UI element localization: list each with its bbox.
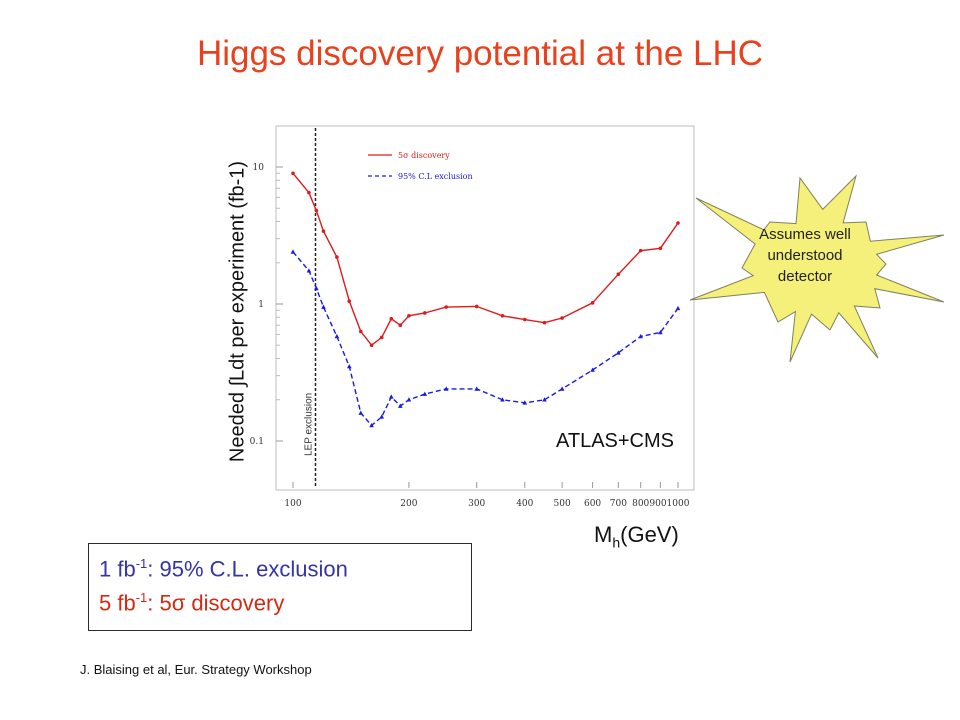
summary-box: 1 fb-1: 95% C.L. exclusion 5 fb-1: 5σ di…	[88, 543, 472, 631]
series-0-point-12	[423, 311, 427, 315]
series-0-point-22	[658, 246, 663, 251]
x-tick-label-3: 400	[516, 499, 533, 509]
x-tick-label-2: 300	[468, 499, 485, 509]
series-0-point-2	[314, 208, 319, 213]
series-1-point-20	[616, 350, 621, 355]
line1-sup: -1	[135, 556, 148, 571]
series-0-point-14	[474, 304, 479, 309]
series-0-point-16	[522, 317, 527, 322]
lep-exclusion-region: LEP exclusion	[303, 128, 317, 488]
line1-pre: 1 fb	[99, 556, 136, 582]
series-0-point-5	[347, 299, 352, 303]
starburst-callout	[689, 174, 945, 363]
series-0-point-1	[307, 190, 311, 195]
x-label-sub: h	[612, 534, 621, 551]
series-1-point-8	[379, 414, 385, 419]
line2-pre: 5 fb	[99, 590, 136, 616]
starburst-line-2: understood	[767, 247, 843, 264]
series-0-point-7	[369, 343, 374, 348]
series-1-point-16	[522, 400, 528, 405]
series-line-0	[292, 172, 679, 347]
series-1-point-18	[559, 386, 565, 391]
series-0-point-18	[560, 316, 564, 320]
series-1-point-4	[334, 333, 340, 339]
chart-legend: 5σ discovery 95% C.L exclusion	[368, 151, 473, 181]
starburst-line-1: Assumes well	[759, 226, 851, 243]
legend-label-1: 95% C.L exclusion	[398, 172, 473, 181]
series-1-point-12	[422, 391, 428, 396]
series-0-point-6	[358, 329, 363, 334]
series-0-point-10	[398, 323, 403, 328]
series-0-point-15	[500, 314, 505, 318]
series-0-point-11	[407, 314, 411, 318]
series-0-point-13	[444, 305, 449, 309]
series-1-point-3	[321, 304, 326, 309]
x-label-main: M	[594, 522, 613, 547]
series-1-point-2	[314, 285, 319, 291]
series-0-point-3	[321, 229, 326, 233]
plot-frame	[275, 125, 695, 491]
x-tick-label-8: 9001000	[649, 499, 689, 509]
series-1-point-21	[638, 333, 643, 339]
starburst-line-3: detector	[777, 268, 833, 285]
x-tick-label-7: 800	[632, 499, 649, 509]
legend-label-0: 5σ discovery	[398, 151, 450, 160]
series-1-point-1	[306, 268, 312, 273]
series-1-point-11	[406, 397, 412, 402]
series-1-point-10	[398, 403, 403, 408]
line2-post: : 5σ discovery	[147, 590, 285, 616]
y-tick-label-1: 1	[258, 300, 264, 310]
summary-line-exclusion: 1 fb-1: 95% C.L. exclusion	[99, 556, 348, 582]
series-0-point-17	[542, 320, 547, 325]
series-1-point-0	[290, 249, 296, 254]
series-1-point-13	[443, 386, 449, 391]
series-1-point-5	[346, 363, 352, 369]
x-tick-label-5: 600	[584, 499, 601, 509]
series-0-point-21	[638, 248, 643, 253]
series-1-point-7	[369, 422, 374, 428]
line1-post: : 95% C.L. exclusion	[147, 556, 348, 582]
y-axis-label: Needed ∫Ldt per experiment (fb-1)	[226, 160, 249, 463]
x-tick-label-6: 700	[610, 499, 627, 509]
citation-footer: J. Blaising et al, Eur. Strategy Worksho…	[80, 662, 312, 677]
series-1-point-15	[500, 397, 505, 402]
y-tick-label-0: 10	[253, 163, 265, 173]
series-0-point-8	[379, 335, 384, 340]
line2-sup: -1	[135, 590, 148, 605]
slide-title: Higgs discovery potential at the LHC	[196, 34, 764, 73]
series-0-point-4	[335, 255, 339, 259]
series-1-point-14	[474, 386, 479, 391]
series-0-point-20	[616, 272, 621, 277]
x-axis-label: Mh(GeV)	[594, 522, 679, 550]
axis-ticks: 100 200 300 400 500 600 700 800 9001000 10 1 0.1	[250, 163, 690, 509]
series-0-point-9	[389, 316, 394, 321]
summary-line-discovery: 5 fb-1: 5σ discovery	[99, 590, 284, 616]
series-1-point-9	[388, 394, 394, 399]
x-tick-label-1: 200	[400, 499, 417, 509]
series-1-point-23	[675, 305, 681, 311]
atlas-cms-label: ATLAS+CMS	[556, 430, 674, 452]
series-0-point-19	[590, 301, 595, 305]
x-tick-label-0: 100	[284, 499, 301, 509]
series-0-point-0	[291, 171, 295, 176]
series-group	[290, 171, 681, 428]
lep-exclusion-label: LEP exclusion	[303, 393, 314, 456]
x-tick-label-4: 500	[554, 499, 571, 509]
starburst-text: Assumes well understood detector	[730, 224, 880, 287]
series-1-point-19	[590, 367, 595, 372]
series-1-point-22	[658, 329, 663, 335]
series-0-point-23	[676, 221, 680, 225]
x-label-tail: (GeV)	[620, 522, 679, 547]
series-1-point-6	[358, 410, 364, 415]
series-1-point-17	[542, 397, 547, 402]
series-line-1	[292, 251, 679, 427]
y-tick-label-2: 0.1	[250, 437, 264, 447]
